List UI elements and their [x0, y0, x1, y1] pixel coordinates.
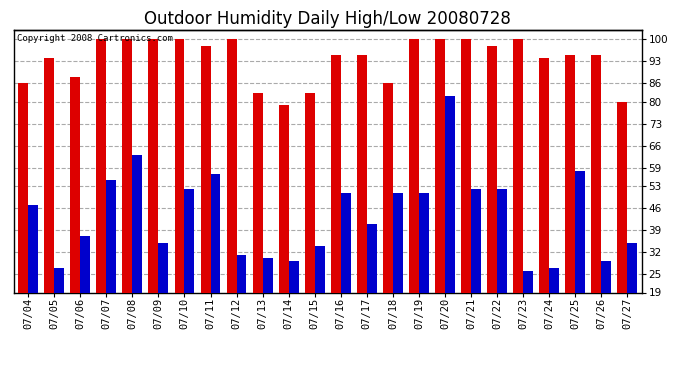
Bar	[305, 93, 315, 292]
Bar	[44, 58, 55, 292]
Bar	[18, 83, 28, 292]
Bar	[55, 267, 64, 292]
Bar	[445, 96, 455, 292]
Bar	[279, 105, 288, 292]
Bar	[288, 261, 299, 292]
Bar	[419, 192, 429, 292]
Bar	[618, 102, 627, 292]
Bar	[591, 55, 601, 292]
Bar	[383, 83, 393, 292]
Bar	[80, 236, 90, 292]
Bar	[159, 243, 168, 292]
Bar	[253, 93, 263, 292]
Text: Copyright 2008 Cartronics.com: Copyright 2008 Cartronics.com	[17, 34, 172, 43]
Bar	[237, 255, 246, 292]
Bar	[523, 271, 533, 292]
Bar	[565, 55, 575, 292]
Bar	[184, 189, 195, 292]
Bar	[575, 171, 585, 292]
Bar	[513, 39, 523, 292]
Bar	[357, 55, 367, 292]
Bar	[175, 39, 184, 292]
Bar	[331, 55, 341, 292]
Bar	[28, 205, 38, 292]
Bar	[549, 267, 559, 292]
Bar	[201, 46, 210, 292]
Bar	[106, 180, 116, 292]
Bar	[226, 39, 237, 292]
Bar	[487, 46, 497, 292]
Bar	[132, 155, 142, 292]
Bar	[315, 246, 324, 292]
Bar	[393, 192, 403, 292]
Bar	[601, 261, 611, 292]
Bar	[471, 189, 481, 292]
Title: Outdoor Humidity Daily High/Low 20080728: Outdoor Humidity Daily High/Low 20080728	[144, 10, 511, 28]
Bar	[263, 258, 273, 292]
Bar	[210, 174, 220, 292]
Bar	[367, 224, 377, 292]
Bar	[540, 58, 549, 292]
Bar	[461, 39, 471, 292]
Bar	[97, 39, 106, 292]
Bar	[70, 77, 80, 292]
Bar	[409, 39, 419, 292]
Bar	[435, 39, 445, 292]
Bar	[497, 189, 507, 292]
Bar	[341, 192, 351, 292]
Bar	[627, 243, 638, 292]
Bar	[148, 39, 159, 292]
Bar	[122, 39, 132, 292]
